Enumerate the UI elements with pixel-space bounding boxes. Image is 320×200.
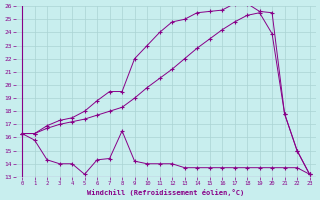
X-axis label: Windchill (Refroidissement éolien,°C): Windchill (Refroidissement éolien,°C) [87, 189, 244, 196]
